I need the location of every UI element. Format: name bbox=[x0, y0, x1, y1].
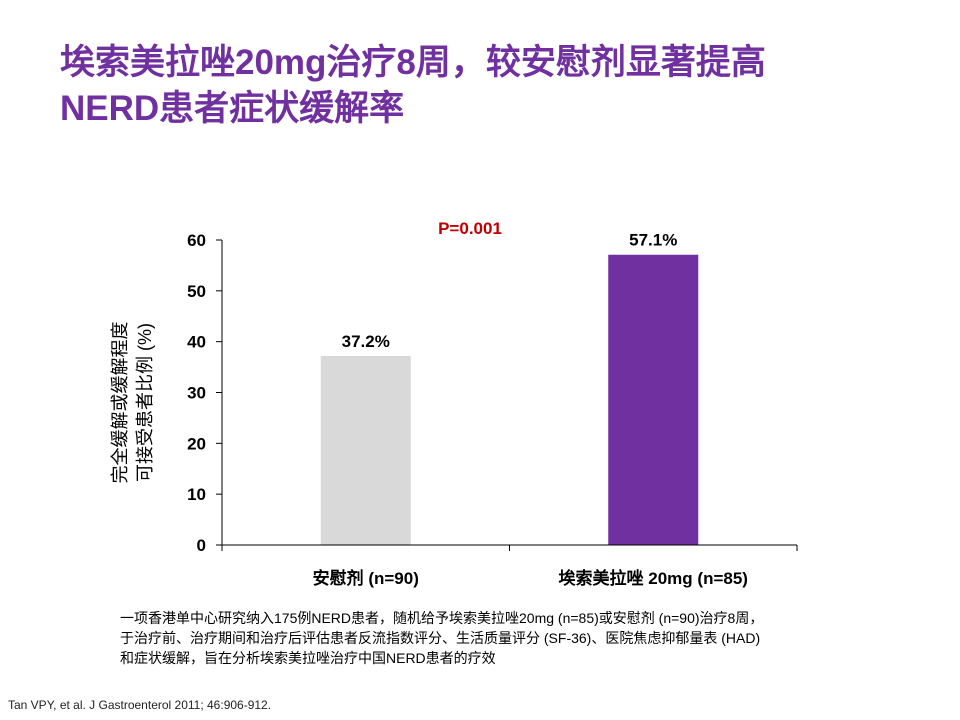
y-tick-label-4: 40 bbox=[187, 333, 206, 352]
p-value-annotation: P=0.001 bbox=[438, 219, 502, 238]
value-label-0: 37.2% bbox=[342, 332, 390, 351]
value-label-1: 57.1% bbox=[629, 231, 677, 250]
y-axis-title-line-1: 完全缓解或缓解程度 bbox=[110, 322, 130, 484]
bar-0 bbox=[320, 355, 411, 545]
study-description-line-3: 和症状缓解，旨在分析埃索美拉唑治疗中国NERD患者的疗效 bbox=[120, 650, 496, 666]
study-description-line-2: 于治疗前、治疗期间和治疗后评估患者反流指数评分、生活质量评分 (SF-36)、医… bbox=[120, 630, 761, 646]
bar-chart: 完全缓解或缓解程度 可接受患者比例 (%) 37.2% 安慰剂 (n=90) 57.1… bbox=[110, 219, 798, 588]
slide-title: 埃索美拉唑20mg治疗8周，较安慰剂显著提高 NERD患者症状缓解率 bbox=[60, 40, 920, 132]
y-tick-label-1: 10 bbox=[187, 485, 206, 504]
slide-title-line-2: NERD患者症状缓解率 bbox=[60, 89, 405, 128]
category-label-1: 埃索美拉唑 20mg (n=85) bbox=[559, 568, 748, 588]
labels: 37.2% 安慰剂 (n=90) 57.1% 埃索美拉唑 20mg (n=85) 0 10… bbox=[187, 219, 748, 588]
citation: Tan VPY, et al. J Gastroenterol 2011; 46… bbox=[8, 698, 272, 712]
y-tick-label-5: 50 bbox=[187, 282, 206, 301]
slide-title-line-1: 埃索美拉唑20mg治疗8周，较安慰剂显著提高 bbox=[60, 43, 766, 82]
y-tick-label-2: 20 bbox=[187, 434, 206, 453]
category-label-0: 安慰剂 (n=90) bbox=[313, 568, 419, 588]
y-tick-label-6: 60 bbox=[187, 231, 206, 250]
study-description-line-1: 一项香港单中心研究纳入175例NERD患者，随机给予埃索美拉唑20mg (n=8… bbox=[120, 610, 764, 626]
y-axis-title: 完全缓解或缓解程度 可接受患者比例 (%) bbox=[110, 322, 155, 484]
y-tick-label-3: 30 bbox=[187, 384, 206, 403]
y-tick-label-0: 0 bbox=[197, 536, 206, 555]
bar-1 bbox=[608, 254, 699, 545]
axes bbox=[216, 239, 798, 551]
study-description: 一项香港单中心研究纳入175例NERD患者，随机给予埃索美拉唑20mg (n=8… bbox=[120, 608, 900, 668]
y-axis-title-line-2: 可接受患者比例 (%) bbox=[135, 323, 155, 482]
bars bbox=[320, 254, 699, 545]
